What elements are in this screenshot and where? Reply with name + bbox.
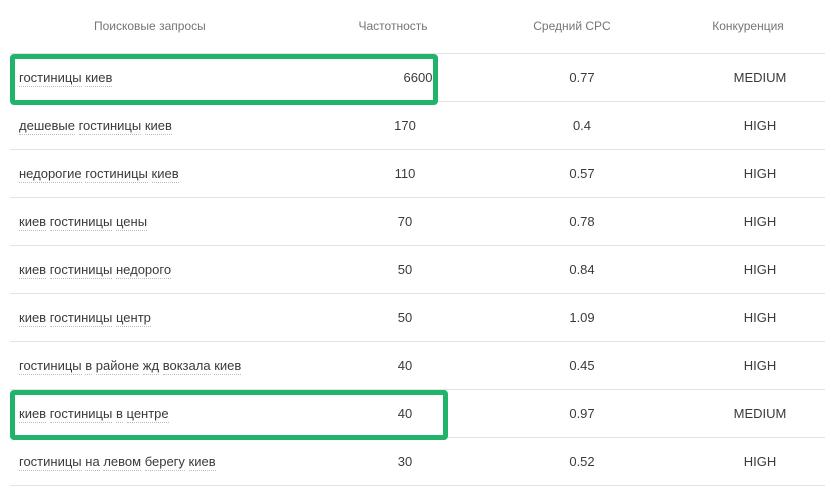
query-cell: киев гостиницы цены <box>19 214 148 231</box>
query-word[interactable]: гостиницы <box>19 358 82 375</box>
table-row[interactable]: гостиницы киев 6600 0.77 MEDIUM <box>10 54 825 102</box>
competition-cell: HIGH <box>743 214 777 229</box>
query-word[interactable]: гостиницы <box>49 214 113 231</box>
cpc-cell: 0.78 <box>569 214 595 229</box>
query-word[interactable]: цены <box>115 214 148 231</box>
keywords-table: Поисковые запросы Частотность Средний CP… <box>10 0 825 486</box>
frequency-cell: 6600 <box>403 70 433 85</box>
competition-cell: HIGH <box>743 118 777 133</box>
query-word[interactable]: недорого <box>115 262 172 279</box>
query-word[interactable]: в <box>85 358 93 375</box>
header-competition[interactable]: Конкуренция <box>712 19 784 33</box>
cpc-cell: 1.09 <box>569 310 595 325</box>
frequency-cell: 170 <box>394 118 416 133</box>
competition-cell: HIGH <box>743 454 777 469</box>
query-word[interactable]: на <box>85 454 100 471</box>
query-cell: гостиницы на левом берегу киев <box>19 454 216 471</box>
query-word[interactable]: дешевые <box>19 118 75 135</box>
table-row[interactable]: киев гостиницы в центре 40 0.97 MEDIUM <box>10 390 825 438</box>
table-row[interactable]: недорогие гостиницы киев 110 0.57 HIGH <box>10 150 825 198</box>
query-word[interactable]: гостиницы <box>49 406 113 423</box>
competition-cell: HIGH <box>743 358 777 373</box>
competition-cell: MEDIUM <box>733 70 787 85</box>
query-word[interactable]: киев <box>214 358 242 375</box>
cpc-cell: 0.77 <box>569 70 595 85</box>
query-word[interactable]: киев <box>85 70 113 87</box>
frequency-cell: 30 <box>397 454 413 469</box>
query-cell: киев гостиницы недорого <box>19 262 172 279</box>
header-frequency[interactable]: Частотность <box>358 19 428 33</box>
query-cell: дешевые гостиницы киев <box>19 118 172 135</box>
frequency-cell: 50 <box>397 262 413 277</box>
query-word[interactable]: гостиницы <box>49 262 113 279</box>
table-body: гостиницы киев 6600 0.77 MEDIUM дешевые гост… <box>10 54 825 486</box>
header-cpc[interactable]: Средний CPC <box>533 19 611 33</box>
table-row[interactable]: киев гостиницы центр 50 1.09 HIGH <box>10 294 825 342</box>
query-word[interactable]: центре <box>126 406 169 423</box>
competition-cell: HIGH <box>743 166 777 181</box>
query-word[interactable]: киев <box>144 118 172 135</box>
query-word[interactable]: гостиницы <box>78 118 142 135</box>
cpc-cell: 0.84 <box>569 262 595 277</box>
competition-cell: HIGH <box>743 262 777 277</box>
query-word[interactable]: центр <box>115 310 151 327</box>
query-word[interactable]: недорогие <box>19 166 82 183</box>
cpc-cell: 0.97 <box>569 406 595 421</box>
query-word[interactable]: киев <box>151 166 179 183</box>
frequency-cell: 40 <box>397 406 413 421</box>
query-word[interactable]: левом <box>103 454 142 471</box>
competition-cell: MEDIUM <box>733 406 787 421</box>
query-word[interactable]: киев <box>19 262 47 279</box>
cpc-cell: 0.52 <box>569 454 595 469</box>
table-row[interactable]: дешевые гостиницы киев 170 0.4 HIGH <box>10 102 825 150</box>
query-cell: киев гостиницы в центре <box>19 406 169 423</box>
query-word[interactable]: берегу <box>144 454 185 471</box>
query-word[interactable]: гостиницы <box>19 454 82 471</box>
table-row[interactable]: киев гостиницы цены 70 0.78 HIGH <box>10 198 825 246</box>
query-cell: гостиницы киев <box>19 70 113 87</box>
frequency-cell: 110 <box>394 166 416 181</box>
query-word[interactable]: киев <box>188 454 216 471</box>
query-cell: недорогие гостиницы киев <box>19 166 179 183</box>
frequency-cell: 40 <box>397 358 413 373</box>
competition-cell: HIGH <box>743 310 777 325</box>
cpc-cell: 0.4 <box>572 118 592 133</box>
table-row[interactable]: гостиницы в районе жд вокзала киев 40 0.45… <box>10 342 825 390</box>
query-cell: киев гостиницы центр <box>19 310 151 327</box>
query-word[interactable]: в <box>115 406 123 423</box>
query-word[interactable]: жд <box>142 358 160 375</box>
cpc-cell: 0.57 <box>569 166 595 181</box>
cpc-cell: 0.45 <box>569 358 595 373</box>
query-word[interactable]: вокзала <box>162 358 211 375</box>
frequency-cell: 70 <box>397 214 413 229</box>
query-word[interactable]: гостиницы <box>85 166 148 183</box>
header-query[interactable]: Поисковые запросы <box>94 19 206 33</box>
table-row[interactable]: киев гостиницы недорого 50 0.84 HIGH <box>10 246 825 294</box>
query-word[interactable]: киев <box>19 214 47 231</box>
table-header: Поисковые запросы Частотность Средний CP… <box>10 0 825 54</box>
query-cell: гостиницы в районе жд вокзала киев <box>19 358 242 375</box>
table-row[interactable]: гостиницы на левом берегу киев 30 0.52 HIGH <box>10 438 825 486</box>
query-word[interactable]: районе <box>95 358 140 375</box>
frequency-cell: 50 <box>397 310 413 325</box>
query-word[interactable]: киев <box>19 406 47 423</box>
query-word[interactable]: гостиницы <box>49 310 113 327</box>
query-word[interactable]: гостиницы <box>19 70 82 87</box>
query-word[interactable]: киев <box>19 310 47 327</box>
